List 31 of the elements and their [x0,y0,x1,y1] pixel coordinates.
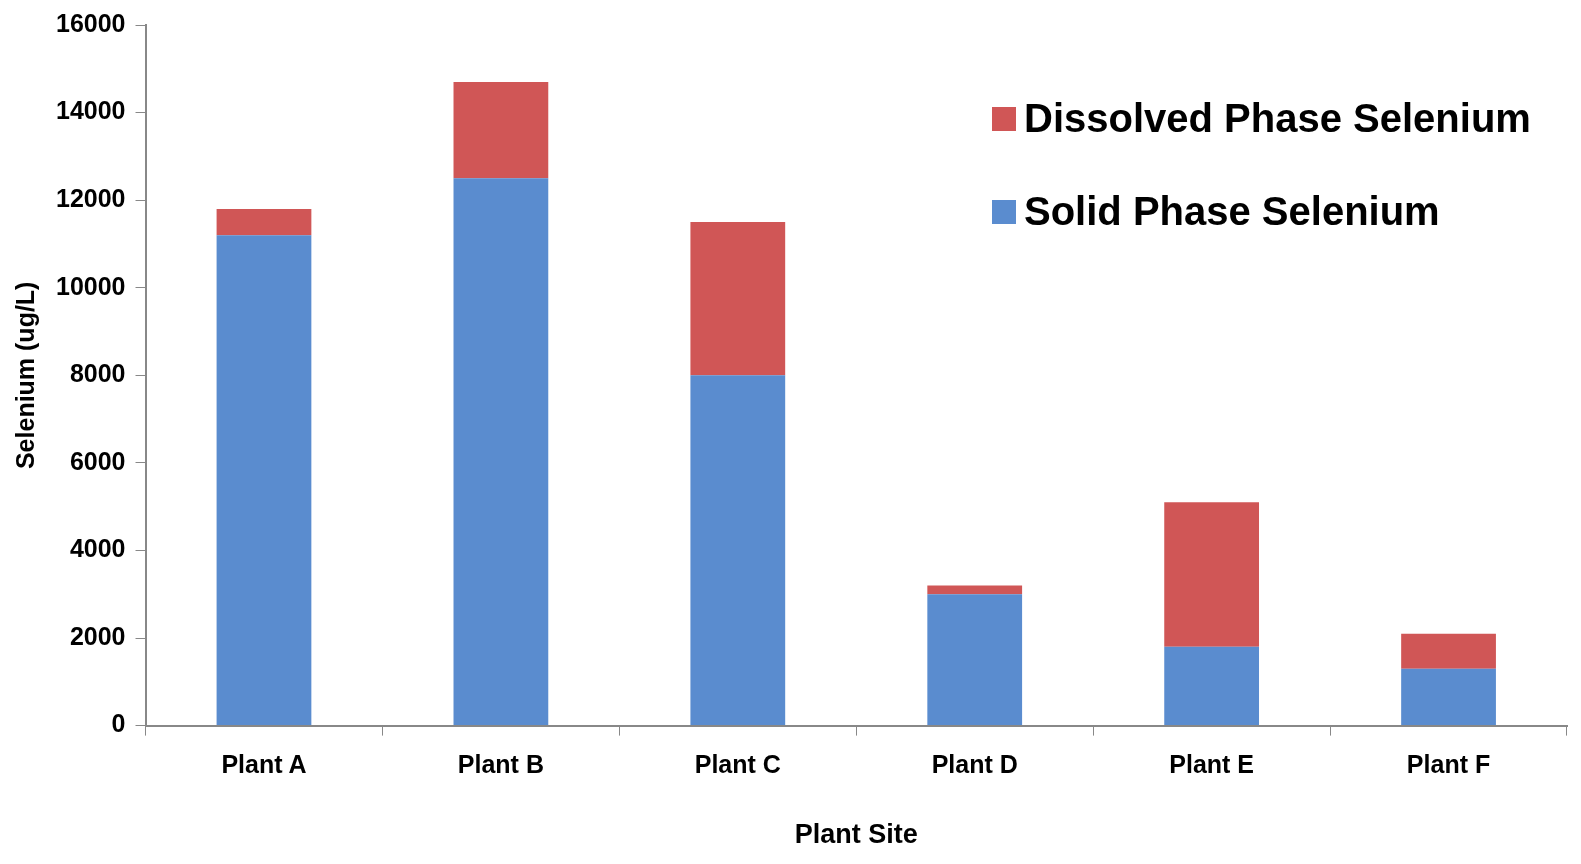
bar [690,375,786,726]
bar [216,235,312,726]
y-axis-title: Selenium (ug/L) [10,281,39,470]
bar [1401,633,1496,669]
bar [1164,646,1260,726]
x-tick-label: Plant D [931,750,1018,779]
y-tick-label: 10000 [55,271,126,300]
bar [1164,502,1260,647]
y-tick-label: 4000 [69,534,126,563]
x-tick-label: Plant C [694,750,781,779]
legend-label: Dissolved Phase Selenium [1024,96,1531,141]
y-tick-label: 8000 [69,359,126,388]
bar [216,208,312,236]
x-axis-title: Plant Site [794,819,918,850]
y-tick-label: 14000 [55,96,126,125]
y-tick-label: 12000 [55,184,126,213]
y-tick-label: 6000 [69,446,126,475]
y-tick-label: 2000 [69,621,126,650]
bar [453,81,549,179]
bar [1401,668,1496,726]
bar [453,178,549,726]
x-tick-label: Plant B [457,750,544,779]
x-tick-label: Plant F [1406,750,1491,779]
y-tick-label: 0 [111,709,126,738]
x-tick-label: Plant A [221,750,307,779]
bar [927,585,1023,595]
bar [927,594,1023,726]
bar [690,222,786,376]
y-tick-label: 16000 [55,8,126,37]
x-tick-label: Plant E [1169,750,1254,779]
legend-label: Solid Phase Selenium [1024,189,1440,234]
